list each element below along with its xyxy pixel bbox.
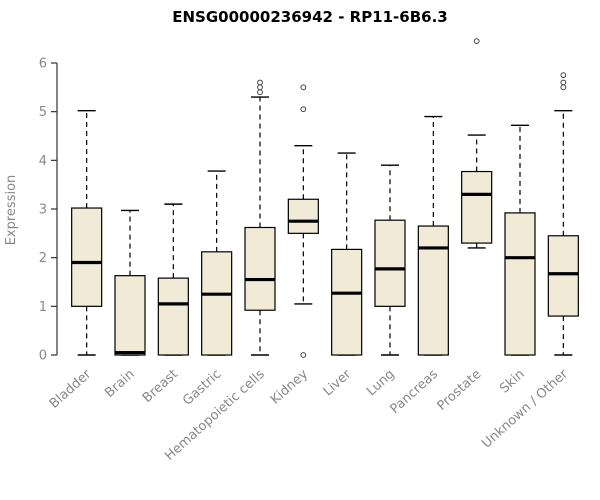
outlier-point [257, 89, 263, 96]
box-group [461, 38, 493, 249]
iqr-box [331, 248, 363, 356]
box-group [417, 115, 449, 356]
x-tick-label: Pancreas [388, 367, 442, 417]
iqr-box [114, 275, 146, 356]
iqr-box [374, 219, 406, 307]
x-tick-label: Kidney [268, 367, 311, 408]
y-tick-label: 6 [39, 57, 47, 72]
x-tick-label: Brain [102, 367, 137, 401]
iqr-box [201, 251, 233, 356]
iqr-box [417, 225, 449, 356]
outlier-point [560, 84, 567, 91]
outlier-point [300, 84, 307, 91]
y-tick-label: 3 [39, 203, 47, 218]
box-group [287, 84, 319, 358]
x-tick-label: Breast [140, 367, 181, 406]
outlier-point [300, 352, 307, 358]
box-group [71, 109, 103, 356]
box-group [504, 124, 536, 356]
iqr-box [547, 235, 579, 317]
y-axis-label: Expression [4, 175, 19, 246]
chart-title: ENSG00000236942 - RP11-6B6.3 [172, 8, 447, 26]
iqr-box [504, 212, 536, 356]
x-tick-label: Bladder [47, 366, 95, 411]
box-group [374, 164, 406, 356]
y-tick-label: 1 [39, 300, 47, 315]
box-group [114, 209, 146, 356]
box-group [201, 170, 233, 356]
x-tick-label: Liver [321, 366, 355, 399]
box-group [331, 152, 363, 356]
iqr-box [287, 198, 319, 234]
x-tick-label: Prostate [435, 367, 485, 414]
y-tick-label: 5 [39, 105, 47, 120]
outlier-point [560, 79, 567, 86]
iqr-box [71, 207, 103, 307]
y-tick-label: 0 [39, 349, 47, 364]
outlier-point [257, 84, 263, 91]
iqr-box [244, 226, 276, 311]
iqr-box [461, 170, 493, 244]
y-tick-label: 4 [39, 154, 47, 169]
outlier-point [560, 72, 567, 79]
box-group [547, 72, 579, 356]
x-tick-label: Skin [497, 367, 528, 397]
outlier-point [473, 38, 480, 44]
box-group [157, 203, 189, 356]
x-tick-label: Lung [364, 367, 398, 399]
outlier-point [300, 106, 307, 113]
y-tick-label: 2 [39, 251, 47, 266]
box-group [244, 79, 276, 356]
outlier-point [257, 79, 263, 86]
iqr-box [157, 277, 189, 356]
